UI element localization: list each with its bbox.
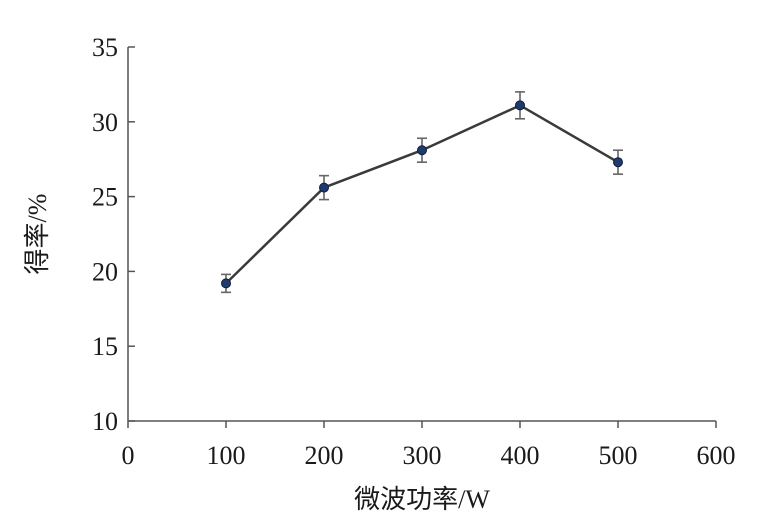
series-line <box>225 103 619 285</box>
y-axis-title: 得率/% <box>23 194 52 275</box>
x-tick-label: 200 <box>305 441 344 470</box>
x-tick-label: 600 <box>697 441 736 470</box>
x-tick-label: 100 <box>207 441 246 470</box>
data-point <box>515 100 525 111</box>
x-tick-label: 0 <box>122 441 135 470</box>
data-point <box>221 278 231 289</box>
x-tick-label: 400 <box>501 441 540 470</box>
data-point <box>417 145 427 156</box>
series-group <box>221 91 623 294</box>
y-tick-label: 20 <box>92 257 118 286</box>
data-point <box>613 157 623 168</box>
y-tick-label: 25 <box>92 183 118 212</box>
x-tick-label: 300 <box>403 441 442 470</box>
y-tick-label: 30 <box>92 108 118 137</box>
y-tick-label: 35 <box>92 33 118 62</box>
x-axis-ticks: 0 100 200 300 400 500 600 <box>122 421 736 470</box>
x-axis-title: 微波功率/W <box>354 485 490 514</box>
x-tick-label: 500 <box>599 441 638 470</box>
y-axis-ticks: 10 15 20 25 30 35 <box>92 33 135 436</box>
y-tick-label: 10 <box>92 407 118 436</box>
y-tick-label: 15 <box>92 332 118 361</box>
data-point <box>319 182 329 193</box>
